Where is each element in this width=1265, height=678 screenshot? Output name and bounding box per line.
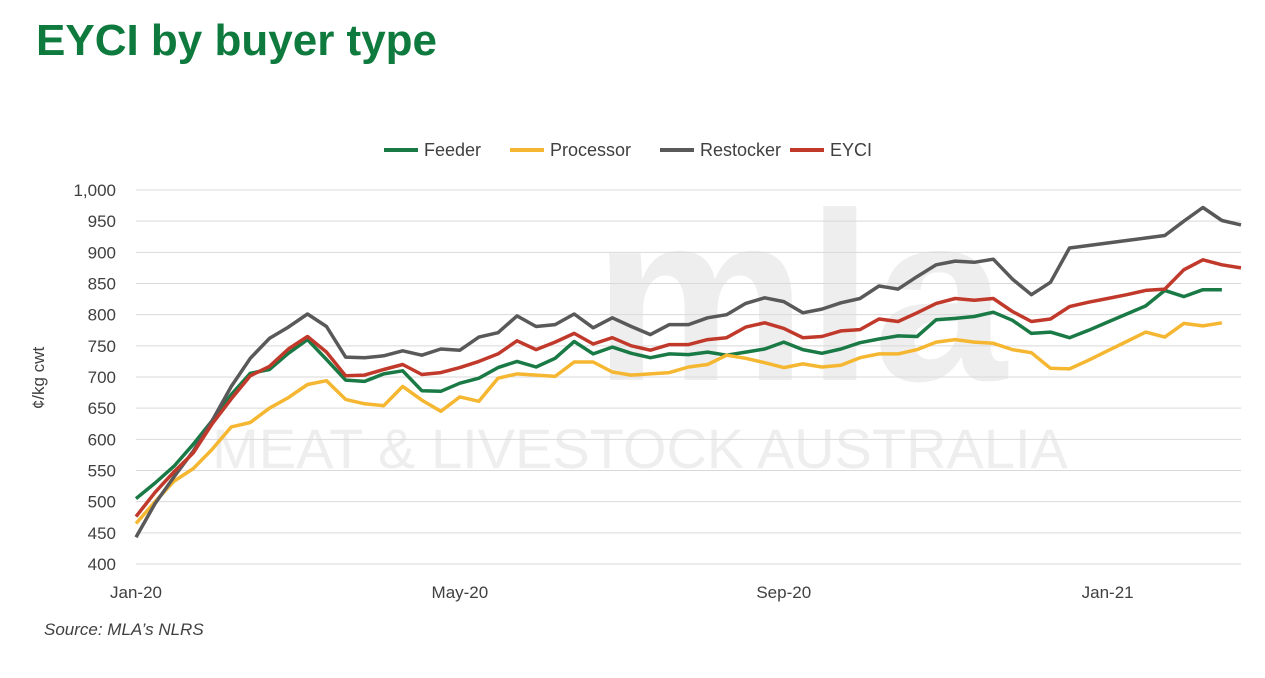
y-tick-label: 900 — [88, 243, 116, 262]
y-tick-label: 550 — [88, 462, 116, 481]
y-tick-label: 850 — [88, 275, 116, 294]
y-tick-label: 500 — [88, 493, 116, 512]
y-tick-label: 750 — [88, 337, 116, 356]
legend-label: Feeder — [424, 140, 481, 160]
y-axis-label: ¢/kg cwt — [29, 347, 48, 410]
y-tick-label: 600 — [88, 430, 116, 449]
legend-item-feeder: Feeder — [384, 140, 481, 160]
y-tick-label: 800 — [88, 306, 116, 325]
y-tick-label: 400 — [88, 555, 116, 574]
y-tick-label: 950 — [88, 212, 116, 231]
x-tick-label: Jan-20 — [110, 583, 162, 602]
series-lines — [134, 205, 1242, 539]
watermark-text: MEAT & LIVESTOCK AUSTRALIA — [212, 417, 1068, 480]
legend-item-processor: Processor — [510, 140, 631, 160]
legend-label: Restocker — [700, 140, 781, 160]
mla-watermark-logo: mla MEAT & LIVESTOCK AUSTRALIA — [212, 163, 1068, 480]
y-axis-ticks: 400 450 500 550 600 650 700 750 800 850 900 950 1,00… — [73, 181, 116, 574]
series-line-restocker — [134, 205, 1242, 539]
y-tick-label: 1,000 — [73, 181, 116, 200]
legend-item-restocker: Restocker — [660, 140, 781, 160]
legend: Feeder Processor Restocker EYCI — [384, 140, 872, 160]
y-tick-label: 650 — [88, 399, 116, 418]
series-line-feeder — [134, 287, 1222, 500]
x-tick-label: Sep-20 — [756, 583, 811, 602]
source-note: Source: MLA’s NLRS — [44, 620, 204, 639]
y-tick-label: 700 — [88, 368, 116, 387]
legend-item-eyci: EYCI — [790, 140, 872, 160]
legend-label: EYCI — [830, 140, 872, 160]
watermark-logo: mla — [593, 163, 1008, 431]
x-tick-label: Jan-21 — [1082, 583, 1134, 602]
legend-label: Processor — [550, 140, 631, 160]
x-tick-label: May-20 — [432, 583, 489, 602]
series-line-processor — [134, 321, 1223, 525]
series-line-eyci — [134, 258, 1242, 518]
x-axis-ticks: Jan-20 May-20 Sep-20 Jan-21 — [110, 583, 1134, 602]
y-tick-label: 450 — [88, 524, 116, 543]
page-title: EYCI by buyer type — [36, 16, 438, 65]
